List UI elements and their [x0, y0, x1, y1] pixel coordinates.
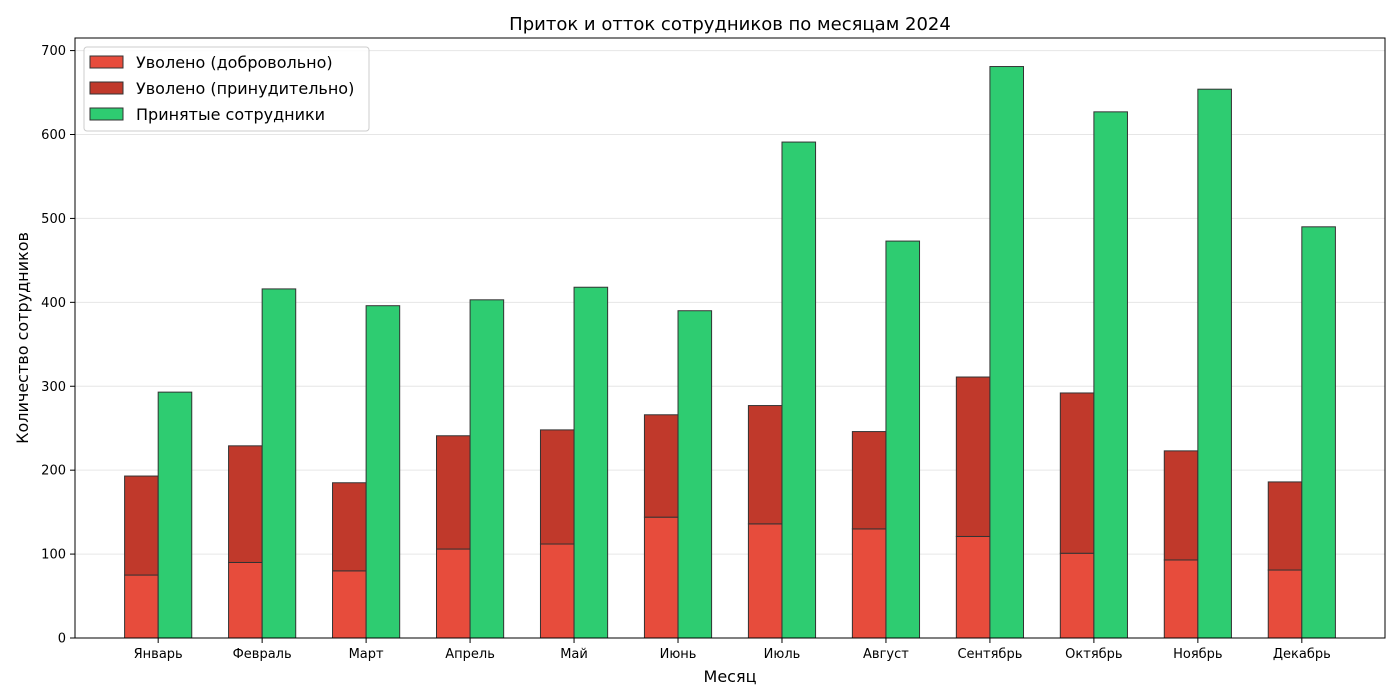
bar-fired-voluntary: [1267, 569, 1303, 639]
x-tick-label: Июнь: [660, 647, 697, 662]
bar-fired-forced: [332, 482, 367, 572]
bar-fired-voluntary: [332, 570, 367, 639]
y-axis-label: Количество сотрудников: [13, 232, 32, 444]
chart-title: Приток и отток сотрудников по месяцам 20…: [509, 14, 951, 35]
bar-fired-forced: [228, 445, 263, 563]
plot-frame: [74, 37, 1386, 639]
bar-fired-forced: [539, 429, 575, 545]
bar-hired: [989, 66, 1025, 639]
legend-entry-label: Уволено (добровольно): [136, 53, 333, 72]
bar-hired: [885, 240, 921, 639]
y-tick-label: 100: [41, 548, 66, 563]
bar-fired-voluntary: [228, 561, 263, 639]
y-axis-ticks: 0 100 200 300 400 500 600 700: [41, 44, 75, 647]
bar-hired: [1301, 226, 1336, 639]
x-tick-label: Август: [863, 647, 909, 662]
bar-fired-forced: [1059, 392, 1095, 554]
bar-fired-forced: [435, 435, 471, 550]
bar-hired: [469, 299, 505, 639]
x-tick-label: Ноябрь: [1173, 647, 1222, 662]
bar-hired: [1093, 111, 1128, 639]
bar-fired-voluntary: [1059, 552, 1095, 639]
y-tick-label: 0: [58, 632, 66, 647]
bar-fired-forced: [955, 376, 991, 537]
bar-fired-voluntary: [1163, 559, 1199, 639]
y-tick-label: 400: [41, 296, 66, 311]
x-tick-label: Апрель: [445, 647, 495, 662]
bar-hired: [781, 141, 817, 639]
y-tick-label: 200: [41, 464, 66, 479]
bar-hired: [261, 288, 297, 639]
bar-hired: [157, 391, 193, 639]
bar-fired-voluntary: [643, 516, 679, 639]
y-tick-label: 500: [41, 212, 66, 227]
x-axis-ticks: Январь Февраль Март Апрель Май Июнь Июль Август…: [134, 638, 1331, 662]
legend-swatch: [89, 107, 124, 121]
y-tick-label: 700: [41, 44, 66, 59]
bar-fired-forced: [643, 414, 679, 518]
y-tick-label: 600: [41, 128, 66, 143]
bar-fired-voluntary: [539, 543, 575, 639]
bar-fired-voluntary: [955, 535, 991, 639]
x-tick-label: Январь: [134, 647, 183, 662]
bar-fired-forced: [851, 431, 887, 530]
legend-entry-label: Уволено (принудительно): [136, 79, 354, 98]
bars: [124, 66, 1336, 639]
bar-fired-forced: [124, 475, 159, 576]
x-tick-label: Июль: [764, 647, 801, 662]
legend-swatch: [89, 81, 124, 95]
legend-box: [83, 46, 370, 132]
legend-entry-label: Принятые сотрудники: [136, 105, 325, 124]
bar-hired: [365, 305, 401, 639]
bar-fired-forced: [1267, 481, 1303, 571]
bar-fired-voluntary: [747, 523, 783, 639]
bar-hired: [677, 310, 713, 639]
bar-hired: [573, 286, 609, 639]
bar-fired-forced: [747, 405, 783, 525]
x-tick-label: Март: [349, 647, 384, 662]
x-axis-label: Месяц: [704, 667, 757, 686]
bar-fired-forced: [1163, 450, 1199, 561]
legend: Уволено (добровольно) Уволено (принудител…: [83, 46, 370, 132]
x-tick-label: Февраль: [233, 647, 292, 662]
x-tick-label: Октябрь: [1065, 647, 1122, 662]
x-tick-label: Май: [560, 647, 588, 662]
x-tick-label: Декабрь: [1273, 647, 1331, 662]
legend-swatch: [89, 55, 124, 69]
bar-hired: [1197, 88, 1232, 639]
x-tick-label: Сентябрь: [957, 647, 1022, 662]
bar-fired-voluntary: [435, 548, 471, 639]
y-tick-label: 300: [41, 380, 66, 395]
bar-fired-voluntary: [124, 574, 159, 639]
bar-fired-voluntary: [851, 528, 887, 639]
